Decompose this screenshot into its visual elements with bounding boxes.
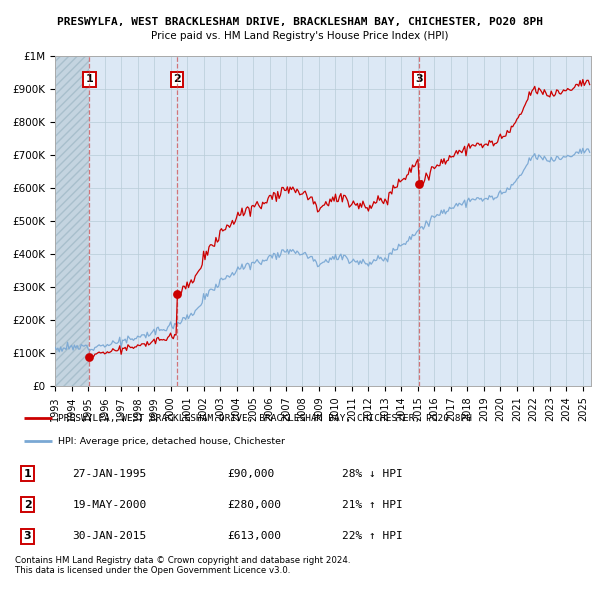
Text: PRESWYLFA, WEST BRACKLESHAM DRIVE, BRACKLESHAM BAY, CHICHESTER, PO20 8PH: PRESWYLFA, WEST BRACKLESHAM DRIVE, BRACK… [57,17,543,27]
Text: £90,000: £90,000 [227,469,274,478]
Text: 27-JAN-1995: 27-JAN-1995 [73,469,146,478]
Text: PRESWYLFA, WEST BRACKLESHAM DRIVE, BRACKLESHAM BAY, CHICHESTER, PO20 8PH: PRESWYLFA, WEST BRACKLESHAM DRIVE, BRACK… [58,414,472,423]
Text: 21% ↑ HPI: 21% ↑ HPI [341,500,403,510]
Text: 28% ↓ HPI: 28% ↓ HPI [341,469,403,478]
Text: Contains HM Land Registry data © Crown copyright and database right 2024.: Contains HM Land Registry data © Crown c… [15,556,350,565]
Text: 2: 2 [24,500,31,510]
Text: 22% ↑ HPI: 22% ↑ HPI [341,531,403,541]
Text: 1: 1 [85,74,93,84]
Bar [55,56,89,386]
Point [85,352,94,362]
Point [172,289,182,299]
Text: HPI: Average price, detached house, Chichester: HPI: Average price, detached house, Chic… [58,437,285,445]
Text: 30-JAN-2015: 30-JAN-2015 [73,531,146,541]
Text: Price paid vs. HM Land Registry's House Price Index (HPI): Price paid vs. HM Land Registry's House … [151,31,449,41]
Text: 19-MAY-2000: 19-MAY-2000 [73,500,146,510]
Text: 2: 2 [173,74,181,84]
Text: 1: 1 [24,469,31,478]
Text: £613,000: £613,000 [227,531,281,541]
Point [415,179,424,189]
Text: This data is licensed under the Open Government Licence v3.0.: This data is licensed under the Open Gov… [15,566,290,575]
Text: 3: 3 [415,74,423,84]
Text: 3: 3 [24,531,31,541]
Text: £280,000: £280,000 [227,500,281,510]
